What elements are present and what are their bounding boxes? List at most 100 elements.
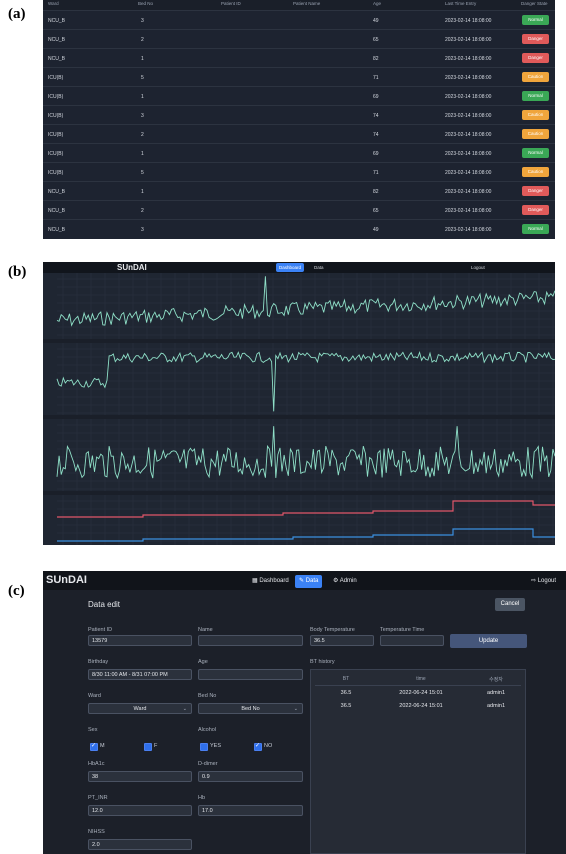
- table-row[interactable]: ICU(B) 2 74 2023-02-14 18:08:00 Caution: [43, 124, 555, 144]
- cell-ward: ICU(B): [48, 132, 64, 138]
- status-badge: Caution: [522, 167, 549, 177]
- body-temp-field[interactable]: 36.5: [310, 635, 374, 646]
- table-row[interactable]: ICU(B) 5 71 2023-02-14 18:08:00 Caution: [43, 67, 555, 87]
- cell-time: 2023-02-14 18:08:00: [445, 170, 492, 176]
- table-row[interactable]: NCU_B 3 49 2023-02-14 18:08:00 Normal: [43, 10, 555, 30]
- status-badge: Danger: [522, 205, 549, 215]
- cell-bed: 5: [141, 75, 144, 81]
- d-dimer-field[interactable]: 0.9: [198, 771, 303, 782]
- brand-logo[interactable]: SUnDAI: [46, 574, 87, 586]
- cell-bed: 3: [141, 227, 144, 233]
- col-age: Age: [373, 1, 382, 6]
- hba1c-label: HbA1c: [88, 761, 105, 767]
- sex-label: Sex: [88, 727, 98, 733]
- cell-age: 82: [373, 56, 379, 62]
- col-ward: Ward: [48, 1, 59, 6]
- history-cell: 2022-06-24 15:01: [399, 703, 443, 709]
- nav-admin[interactable]: ⚙ Admin: [333, 578, 357, 584]
- status-badge: Caution: [522, 72, 549, 82]
- alcohol-no-checkbox[interactable]: [254, 742, 262, 751]
- age-field[interactable]: [198, 669, 303, 680]
- patient-table-panel: Ward Bed No Patient ID Patient Name Age …: [43, 0, 555, 239]
- hba1c-field[interactable]: 38: [88, 771, 192, 782]
- cell-time: 2023-02-14 18:08:00: [445, 132, 492, 138]
- cell-bed: 2: [141, 208, 144, 214]
- table-row[interactable]: ICU(B) 1 69 2023-02-14 18:08:00 Normal: [43, 86, 555, 106]
- brand-logo[interactable]: SUnDAI: [117, 263, 147, 272]
- ward-label: Ward: [88, 693, 101, 699]
- pt-inr-field[interactable]: 12.0: [88, 805, 192, 816]
- patient-id-field[interactable]: 13579: [88, 635, 192, 646]
- chevron-down-icon: ⌄: [182, 706, 187, 712]
- status-badge: Danger: [522, 53, 549, 63]
- table-row[interactable]: NCU_B 2 65 2023-02-14 18:08:00 Danger: [43, 200, 555, 220]
- table-row[interactable]: NCU_B 2 65 2023-02-14 18:08:00 Danger: [43, 29, 555, 49]
- chart-background: [43, 343, 555, 415]
- sex-m-label: M: [100, 743, 105, 749]
- panel-label-b: (b): [8, 264, 27, 280]
- cell-age: 69: [373, 151, 379, 157]
- hb-field[interactable]: 17.0: [198, 805, 303, 816]
- cell-bed: 3: [141, 18, 144, 24]
- cell-ward: ICU(B): [48, 75, 64, 81]
- name-label: Name: [198, 627, 213, 633]
- table-row[interactable]: NCU_B 1 82 2023-02-14 18:08:00 Danger: [43, 48, 555, 68]
- table-row[interactable]: NCU_B 3 49 2023-02-14 18:08:00 Normal: [43, 219, 555, 239]
- birthday-field[interactable]: 8/30 11:00 AM - 8/31 07:00 PM: [88, 669, 192, 680]
- bed-no-select[interactable]: Bed No ⌄: [198, 703, 303, 714]
- nav-logout-button[interactable]: Logout: [471, 265, 485, 270]
- cell-age: 71: [373, 170, 379, 176]
- series-line: [57, 500, 555, 518]
- pt-inr-label: PT_INR: [88, 795, 108, 801]
- nav-logout[interactable]: ⇨ Logout: [531, 578, 557, 584]
- series-line: [56, 426, 555, 480]
- col-last-time: Last Time Entry: [445, 1, 477, 6]
- update-button[interactable]: Update: [450, 634, 527, 648]
- nav-data-button[interactable]: Data: [314, 265, 324, 270]
- data-edit-panel: SUnDAI ▦ Dashboard ✎ Data ⚙ Admin ⇨ Logo…: [43, 571, 566, 854]
- sex-m-checkbox[interactable]: [90, 742, 98, 751]
- cell-bed: 5: [141, 170, 144, 176]
- table-row[interactable]: ICU(B) 1 69 2023-02-14 18:08:00 Normal: [43, 143, 555, 163]
- nihss-field[interactable]: 2.0: [88, 839, 192, 850]
- history-cell: admin1: [486, 690, 506, 696]
- vital-sign-charts: [43, 273, 555, 545]
- table-header: Ward Bed No Patient ID Patient Name Age …: [43, 0, 555, 10]
- status-badge: Normal: [522, 148, 549, 158]
- page-title: Data edit: [88, 600, 121, 609]
- table-row[interactable]: ICU(B) 3 74 2023-02-14 18:08:00 Caution: [43, 105, 555, 125]
- d-dimer-label: D-dimer: [198, 761, 218, 767]
- cell-age: 49: [373, 18, 379, 24]
- cell-ward: ICU(B): [48, 151, 64, 157]
- nihss-label: NIHSS: [88, 829, 105, 835]
- sex-f-checkbox[interactable]: [144, 743, 152, 751]
- col-danger-state: Danger State: [521, 1, 548, 6]
- cell-age: 65: [373, 208, 379, 214]
- temp-time-field[interactable]: [380, 635, 444, 646]
- nav-dashboard[interactable]: ▦ Dashboard: [252, 578, 289, 584]
- cell-time: 2023-02-14 18:08:00: [445, 208, 492, 214]
- cell-bed: 1: [141, 189, 144, 195]
- cell-bed: 2: [141, 37, 144, 43]
- nav-data[interactable]: ✎ Data: [295, 575, 323, 588]
- table-row[interactable]: NCU_B 1 82 2023-02-14 18:08:00 Danger: [43, 181, 555, 201]
- sex-f-label: F: [154, 743, 158, 749]
- cell-ward: NCU_B: [48, 37, 65, 43]
- status-badge: Danger: [522, 34, 549, 44]
- series-line: [56, 276, 555, 327]
- history-cell: 2022-06-24 15:01: [399, 690, 443, 696]
- alcohol-no-label: NO: [264, 743, 273, 749]
- history-divider: [315, 685, 521, 686]
- nav-dashboard-button[interactable]: Dashboard: [276, 263, 305, 272]
- ward-select[interactable]: Ward ⌄: [88, 703, 192, 714]
- body-temp-label: Body Temperature: [310, 627, 355, 633]
- history-col-editor: 수정자: [489, 677, 503, 683]
- table-row[interactable]: ICU(B) 5 71 2023-02-14 18:08:00 Caution: [43, 162, 555, 182]
- cancel-button[interactable]: Cancel: [495, 598, 525, 611]
- hb-label: Hb: [198, 795, 206, 801]
- cell-bed: 2: [141, 132, 144, 138]
- alcohol-yes-checkbox[interactable]: [200, 743, 208, 751]
- cell-ward: NCU_B: [48, 18, 65, 24]
- name-field[interactable]: [198, 635, 303, 646]
- cell-age: 82: [373, 189, 379, 195]
